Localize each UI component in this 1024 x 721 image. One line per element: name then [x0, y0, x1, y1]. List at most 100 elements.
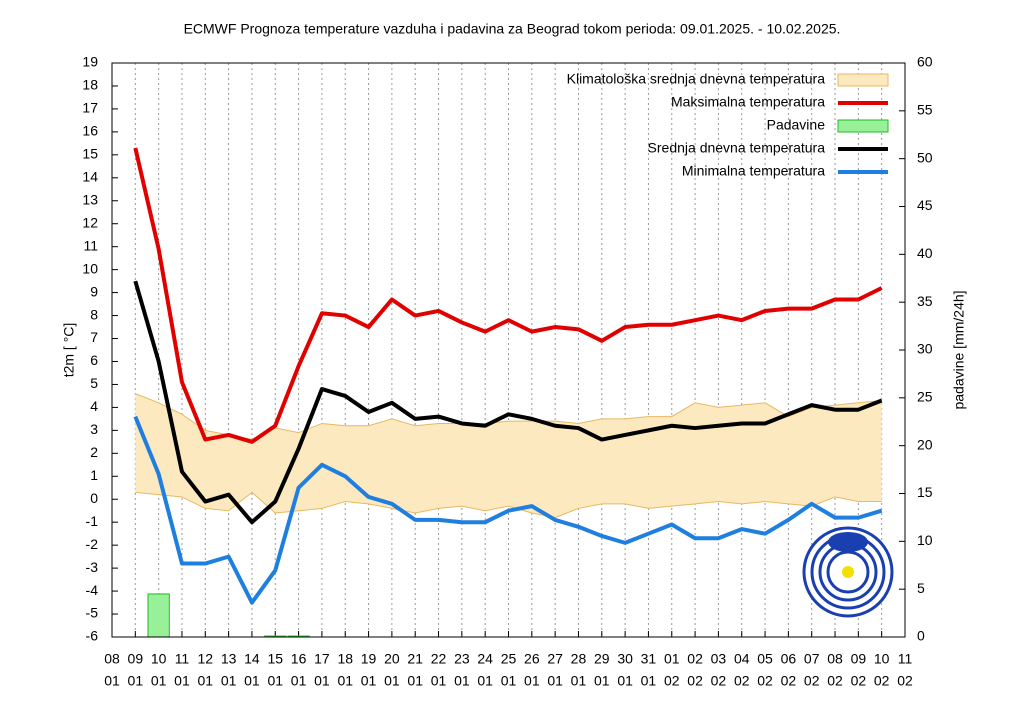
x-tick-label: 26 — [524, 651, 540, 667]
y-tick-label: -1 — [86, 513, 99, 529]
x-tick-label: 05 — [757, 651, 773, 667]
y2-tick-label: 10 — [917, 532, 933, 548]
legend-label: Srednja dnevna temperatura — [648, 140, 826, 156]
logo — [802, 526, 894, 618]
legend-label: Minimalna temperatura — [682, 163, 825, 179]
x-tick-label: 11 — [898, 651, 913, 667]
x-tick-label: 01 — [617, 673, 633, 689]
x-tick-label: 31 — [641, 651, 657, 667]
y2-tick-label: 35 — [917, 293, 933, 309]
x-tick-label: 02 — [757, 673, 773, 689]
x-tick-label: 02 — [804, 673, 820, 689]
y2-tick-label: 60 — [917, 54, 933, 70]
x-tick-label: 01 — [501, 673, 517, 689]
y-tick-label: 9 — [90, 283, 98, 299]
y-tick-label: 8 — [90, 306, 98, 322]
x-tick-label: 04 — [734, 651, 750, 667]
x-tick-label: 29 — [594, 651, 610, 667]
y-tick-label: 10 — [82, 260, 98, 276]
x-tick-label: 02 — [711, 673, 727, 689]
x-tick-label: 01 — [664, 651, 680, 667]
x-tick-label: 08 — [827, 651, 843, 667]
x-tick-label: 09 — [851, 651, 867, 667]
x-tick-label: 08 — [104, 651, 120, 667]
y-tick-label: 2 — [90, 444, 98, 460]
bar — [147, 593, 170, 638]
x-tick-label: 01 — [291, 673, 307, 689]
x-tick-label: 15 — [267, 651, 283, 667]
x-tick-label: 02 — [664, 673, 680, 689]
x-tick-label: 01 — [594, 673, 610, 689]
x-tick-label: 25 — [501, 651, 517, 667]
x-tick-label: 01 — [104, 673, 120, 689]
x-tick-label: 01 — [524, 673, 540, 689]
x-tick-label: 01 — [221, 673, 237, 689]
y-tick-label: 17 — [82, 100, 98, 116]
y-tick-label: 7 — [90, 329, 98, 345]
x-tick-label: 01 — [244, 673, 260, 689]
x-tick-label: 01 — [477, 673, 493, 689]
y-tick-label: -5 — [86, 605, 99, 621]
y-tick-label: 18 — [82, 77, 98, 93]
x-tick-label: 02 — [851, 673, 867, 689]
x-tick-label: 10 — [151, 651, 167, 667]
y-tick-label: -2 — [86, 536, 99, 552]
x-tick-label: 01 — [151, 673, 167, 689]
x-tick-label: 28 — [571, 651, 587, 667]
legend-label: Maksimalna temperatura — [671, 94, 825, 110]
legend-label: Padavine — [767, 117, 826, 133]
x-tick-label: 01 — [407, 673, 423, 689]
y-tick-label: 5 — [90, 375, 98, 391]
y-tick-label: -3 — [86, 559, 99, 575]
line — [133, 280, 883, 525]
y-tick-label: -4 — [86, 582, 99, 598]
x-tick-label: 01 — [571, 673, 587, 689]
y2-tick-label: 30 — [917, 341, 933, 357]
x-tick-label: 01 — [384, 673, 400, 689]
y2-tick-label: 25 — [917, 389, 933, 405]
x-tick-label: 02 — [827, 673, 843, 689]
x-tick-label: 03 — [711, 651, 727, 667]
x-tick-label: 21 — [407, 651, 423, 667]
y-tick-label: 1 — [90, 467, 98, 483]
x-tick-label: 10 — [874, 651, 890, 667]
x-tick-label: 02 — [897, 673, 913, 689]
x-tick-label: 02 — [874, 673, 890, 689]
x-tick-label: 02 — [781, 673, 797, 689]
x-tick-label: 18 — [337, 651, 353, 667]
x-tick-label: 24 — [477, 651, 493, 667]
y-tick-label: 4 — [90, 398, 98, 414]
x-tick-label: 20 — [384, 651, 400, 667]
legend-label: Klimatološka srednja dnevna temperatura — [567, 71, 826, 87]
x-tick-label: 16 — [291, 651, 307, 667]
x-tick-label: 13 — [221, 651, 237, 667]
y-tick-label: 15 — [82, 146, 98, 162]
x-tick-label: 30 — [617, 651, 633, 667]
y2-tick-label: 20 — [917, 436, 933, 452]
x-tick-label: 01 — [454, 673, 470, 689]
x-tick-label: 02 — [687, 673, 703, 689]
x-tick-label: 01 — [431, 673, 447, 689]
chart-title: ECMWF Prognoza temperature vazduha i pad… — [184, 21, 841, 37]
y-tick-label: 13 — [82, 191, 98, 207]
x-tick-label: 01 — [128, 673, 144, 689]
legend-swatch — [837, 73, 889, 87]
y-tick-label: 3 — [90, 421, 98, 437]
x-tick-label: 12 — [198, 651, 214, 667]
line — [133, 415, 883, 605]
line — [133, 147, 883, 444]
y2-tick-label: 5 — [917, 580, 925, 596]
y-tick-label: -6 — [86, 628, 99, 644]
y2-tick-label: 40 — [917, 245, 933, 261]
band-area — [135, 393, 882, 518]
y2-tick-label: 50 — [917, 149, 933, 165]
x-tick-label: 02 — [734, 673, 750, 689]
y-tick-label: 6 — [90, 352, 98, 368]
y2-tick-label: 15 — [917, 484, 933, 500]
y-tick-label: 12 — [82, 214, 98, 230]
band-edge — [135, 491, 882, 519]
plot-frame — [111, 62, 906, 638]
y2-tick-label: 0 — [917, 628, 925, 644]
x-tick-label: 07 — [804, 651, 820, 667]
